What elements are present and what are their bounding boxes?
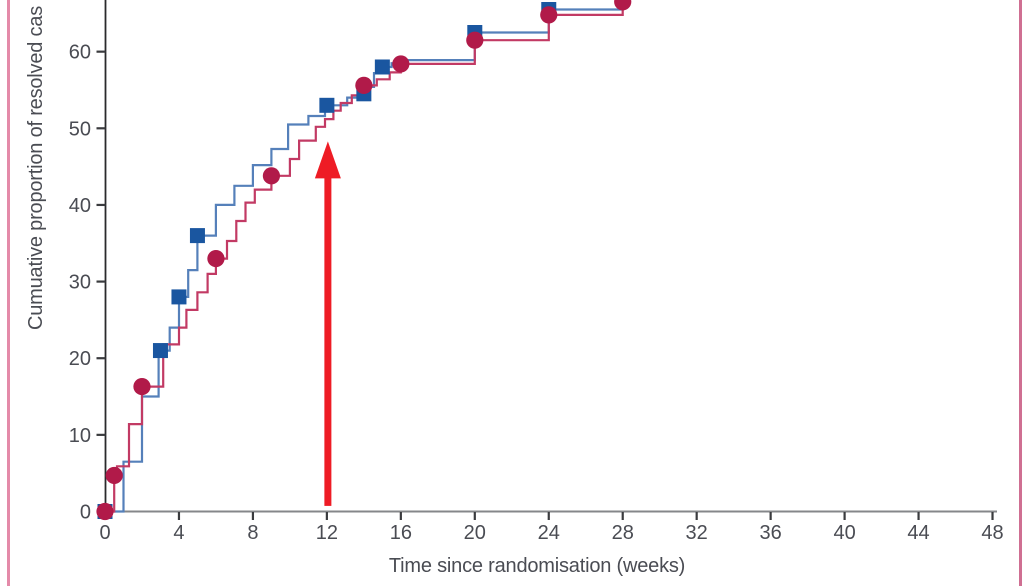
x-tick-label: 4: [173, 522, 184, 544]
red-circle-marker: [105, 466, 123, 485]
red-circle-marker: [540, 6, 558, 24]
red-circle-marker: [133, 377, 151, 396]
y-tick-label: 0: [80, 502, 91, 524]
red-circle-marker: [96, 502, 114, 521]
x-tick-label: 20: [464, 522, 486, 544]
y-tick-label: 10: [69, 425, 91, 447]
red-circle-marker: [466, 31, 484, 49]
x-tick-label: 36: [760, 522, 782, 544]
page-right-border: [1019, 0, 1022, 586]
x-tick-label: 32: [686, 522, 708, 544]
x-tick-label: 8: [247, 522, 258, 544]
y-tick-label: 40: [69, 195, 91, 217]
x-tick-label: 48: [981, 522, 1003, 544]
x-tick-label: 40: [833, 522, 855, 544]
blue-square-marker: [374, 59, 390, 75]
x-tick-label: 44: [907, 522, 929, 544]
y-tick-label: 30: [69, 272, 91, 294]
page-left-border: [7, 0, 10, 586]
timepoint-arrow-head: [314, 141, 341, 179]
timepoint-arrow-shaft: [324, 177, 332, 506]
red-circle-marker: [614, 0, 632, 11]
y-axis-title: Cumuative proportion of resolved cas: [25, 5, 47, 330]
x-tick-label: 0: [99, 522, 110, 544]
x-axis-title: Time since randomisation (weeks): [388, 555, 686, 577]
red-circle-marker: [392, 55, 410, 73]
red-circle-marker: [355, 76, 373, 94]
red-series-line: [105, 0, 624, 513]
y-tick-label: 60: [69, 42, 91, 64]
x-tick-label: 24: [538, 522, 560, 544]
y-tick-label: 20: [69, 348, 91, 370]
y-tick-label: 50: [69, 118, 91, 140]
blue-series-line: [105, 0, 624, 513]
x-tick-label: 12: [316, 522, 338, 544]
red-circle-marker: [207, 249, 225, 268]
blue-square-marker: [171, 289, 187, 305]
x-tick-label: 16: [390, 522, 412, 544]
x-tick-label: 28: [612, 522, 634, 544]
blue-square-marker: [189, 228, 205, 244]
blue-square-marker: [319, 97, 335, 113]
blue-square-marker: [152, 343, 168, 359]
red-circle-marker: [262, 167, 281, 185]
